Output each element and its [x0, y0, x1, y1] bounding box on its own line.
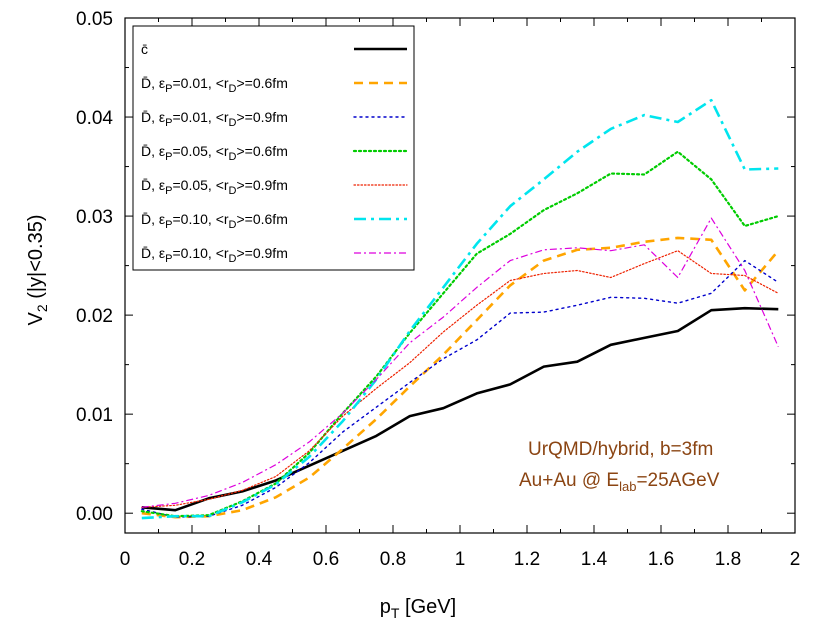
annotation-system: Au+Au @ Elab=25AGeV [519, 470, 720, 494]
x-tick-label: 1 [455, 549, 466, 570]
x-axis-label: pT [GeV] [380, 596, 456, 621]
legend-box [132, 25, 415, 271]
series-line-6 [141, 217, 779, 508]
x-tick-label: 1.2 [514, 549, 540, 570]
y-tick-label: 0.02 [76, 306, 113, 327]
x-tick-label: 1.4 [581, 549, 608, 570]
legend-label-5: D̄, εP=0.10, <rD>=0.6fm [141, 211, 288, 231]
y-tick-label: 0.05 [76, 9, 113, 30]
series-line-0 [141, 306, 779, 512]
x-tick-label: 1.6 [648, 549, 674, 570]
legend: c̄ D̄, εP=0.01, <rD>=0.6fm D̄, εP=0.01, <r… [132, 25, 415, 271]
x-tick-label: 0.8 [380, 549, 406, 570]
y-tick-label: 0.04 [76, 108, 113, 129]
legend-label-2: D̄, εP=0.01, <rD>=0.9fm [141, 109, 288, 129]
y-tick-labels: 0.00 0.01 0.02 0.03 0.04 0.05 [76, 9, 113, 525]
legend-label-0: c̄ [141, 41, 148, 57]
x-tick-label: 0 [120, 549, 131, 570]
x-tick-label: 1.8 [715, 549, 741, 570]
legend-label-3: D̄, εP=0.05, <rD>=0.6fm [141, 143, 288, 163]
y-tick-label: 0.00 [76, 504, 113, 525]
y-tick-label: 0.01 [76, 405, 113, 426]
x-tick-label: 0.4 [246, 549, 273, 570]
series-line-1 [141, 236, 780, 519]
series-line-4 [141, 250, 779, 508]
legend-label-1: D̄, εP=0.01, <rD>=0.6fm [141, 75, 288, 95]
series-line-5 [141, 98, 779, 520]
axis-ticks [124, 17, 796, 533]
x-tick-label: 0.2 [179, 549, 205, 570]
x-tick-label: 2 [790, 549, 801, 570]
annotation-model: UrQMD/hybrid, b=3fm [528, 439, 713, 460]
y-axis-label: V2 (|y|<0.35) [25, 214, 50, 325]
series-lines [140, 98, 780, 520]
series-line-2 [141, 259, 779, 518]
y-tick-label: 0.03 [76, 207, 113, 228]
x-tick-label: 0.6 [313, 549, 339, 570]
legend-label-4: D̄, εP=0.05, <rD>=0.9fm [141, 177, 288, 197]
legend-label-6: D̄, εP=0.10, <rD>=0.9fm [141, 245, 288, 265]
x-tick-labels: 0 0.2 0.4 0.6 0.8 1 1.2 1.4 1.6 1.8 2 [120, 549, 801, 570]
